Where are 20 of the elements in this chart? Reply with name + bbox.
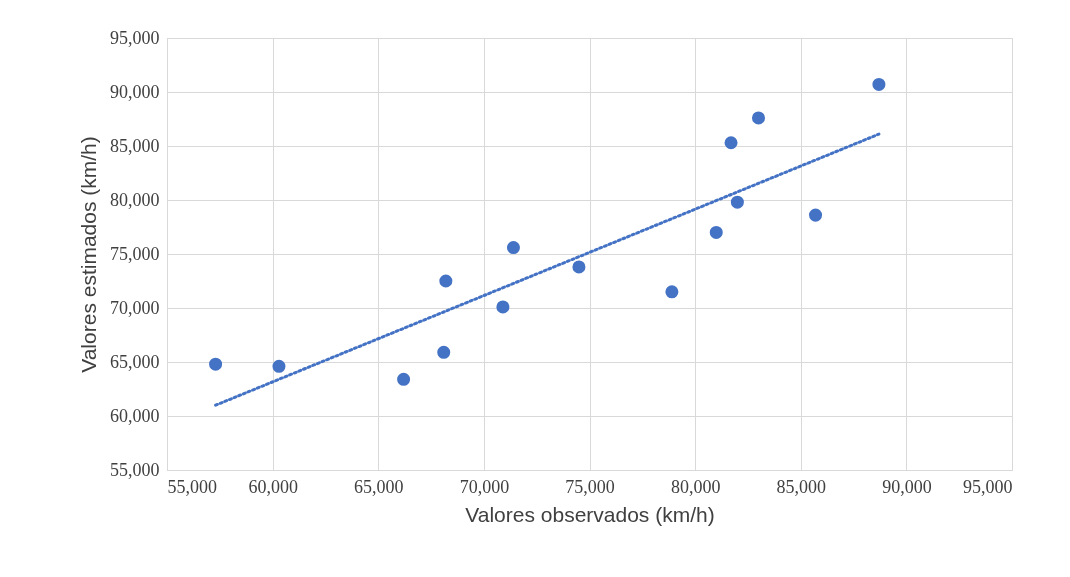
x-axis-title: Valores observados (km/h) bbox=[465, 502, 715, 526]
x-tick-label: 65,000 bbox=[354, 476, 404, 497]
x-tick-label: 85,000 bbox=[776, 476, 826, 497]
x-tick-label: 75,000 bbox=[565, 476, 615, 497]
x-tick-label: 70,000 bbox=[459, 476, 510, 497]
y-tick-label: 60,000 bbox=[110, 405, 160, 426]
x-tick-label: 95,000 bbox=[963, 476, 1013, 497]
y-tick-label: 95,000 bbox=[110, 27, 160, 48]
x-tick-label: 60,000 bbox=[248, 476, 298, 497]
x-tick-label: 80,000 bbox=[670, 476, 721, 497]
y-axis-title: Valores estimados (km/h) bbox=[77, 136, 100, 373]
y-tick-label: 90,000 bbox=[110, 81, 160, 102]
y-tick-label: 80,000 bbox=[110, 189, 160, 210]
y-tick-label: 55,000 bbox=[110, 459, 160, 480]
y-tick-label: 75,000 bbox=[110, 243, 160, 264]
x-tick-label: 90,000 bbox=[882, 476, 932, 497]
y-tick-label: 85,000 bbox=[110, 135, 160, 156]
y-tick-label: 70,000 bbox=[110, 297, 160, 318]
x-tick-label: 55,000 bbox=[167, 476, 217, 497]
y-tick-label: 65,000 bbox=[110, 351, 160, 372]
